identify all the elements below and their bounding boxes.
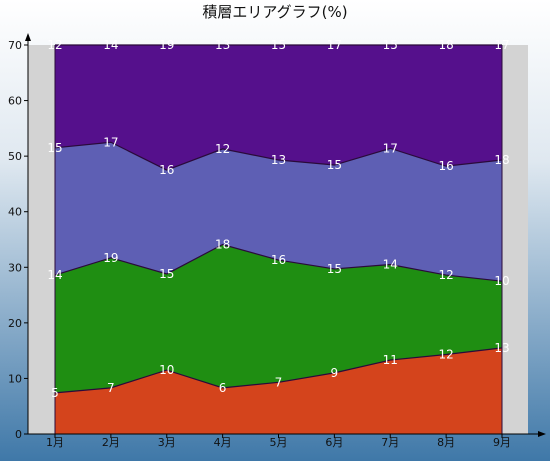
data-label-s1-8: 12 <box>438 348 453 362</box>
data-label-s1-3: 10 <box>159 363 174 377</box>
data-label-s3-6: 15 <box>327 158 342 172</box>
data-label-s4-3: 19 <box>159 38 174 52</box>
data-label-s3-8: 16 <box>438 159 453 173</box>
y-tick-label-4: 30 <box>8 261 22 274</box>
series-line-1 <box>54 347 503 394</box>
data-label-s3-1: 15 <box>47 141 62 155</box>
data-label-s4-9: 17 <box>494 38 509 52</box>
x-tick-label-5: 5月 <box>270 436 288 449</box>
area-series-4 <box>55 45 502 171</box>
area-series-1 <box>55 347 502 434</box>
data-label-s2-2: 19 <box>103 251 118 265</box>
data-label-s4-5: 15 <box>271 38 286 52</box>
data-label-s1-4: 6 <box>219 381 227 395</box>
y-tick-label-8: 70 <box>8 39 22 52</box>
data-label-s2-6: 15 <box>327 262 342 276</box>
data-label-s3-7: 17 <box>383 141 398 155</box>
data-label-s3-5: 13 <box>271 153 286 167</box>
data-label-s4-2: 14 <box>103 38 118 52</box>
data-label-s1-2: 7 <box>107 381 115 395</box>
y-tick-label-6: 50 <box>8 150 22 163</box>
data-label-s4-6: 17 <box>327 38 342 52</box>
data-label-s3-2: 17 <box>103 135 118 149</box>
y-tick-label-1: 0 <box>15 428 22 441</box>
x-tick-label-2: 2月 <box>102 436 120 449</box>
x-tick-label-9: 9月 <box>493 436 511 449</box>
x-tick-label-8: 8月 <box>437 436 455 449</box>
y-tick-label-7: 60 <box>8 95 22 108</box>
data-label-s3-3: 16 <box>159 163 174 177</box>
series-line-3 <box>54 141 503 171</box>
data-label-s2-3: 15 <box>159 267 174 281</box>
x-tick-label-7: 7月 <box>381 436 399 449</box>
data-label-s2-4: 18 <box>215 238 230 252</box>
data-label-s4-8: 18 <box>438 38 453 52</box>
y-axis-arrow <box>25 33 31 41</box>
y-tick-label-5: 40 <box>8 206 22 219</box>
series-line-2 <box>54 243 503 282</box>
area-series-2 <box>55 244 502 393</box>
data-label-s1-6: 9 <box>331 366 339 380</box>
data-label-s1-1: 5 <box>51 386 59 400</box>
y-tick-label-2: 10 <box>8 372 22 385</box>
data-label-s3-9: 18 <box>494 153 509 167</box>
x-tick-label-1: 1月 <box>46 436 64 449</box>
x-tick-label-4: 4月 <box>214 436 232 449</box>
data-label-s2-7: 14 <box>383 258 398 272</box>
data-label-s2-9: 10 <box>494 274 509 288</box>
data-label-s1-9: 13 <box>494 341 509 355</box>
data-label-s2-5: 16 <box>271 253 286 267</box>
data-label-s4-7: 15 <box>383 38 398 52</box>
data-label-s2-1: 14 <box>47 268 62 282</box>
chart-title: 積層エリアグラフ(%) <box>202 3 347 21</box>
x-axis-arrow <box>538 431 546 437</box>
data-label-s1-7: 11 <box>383 353 398 367</box>
x-tick-label-3: 3月 <box>158 436 176 449</box>
data-label-s3-4: 12 <box>215 142 230 156</box>
data-label-s1-5: 7 <box>275 375 283 389</box>
data-label-s4-4: 13 <box>215 38 230 52</box>
data-label-s2-8: 12 <box>438 268 453 282</box>
area-series-3 <box>55 142 502 282</box>
x-tick-label-6: 6月 <box>325 436 343 449</box>
data-label-s4-1: 12 <box>47 38 62 52</box>
y-tick-label-3: 20 <box>8 317 22 330</box>
